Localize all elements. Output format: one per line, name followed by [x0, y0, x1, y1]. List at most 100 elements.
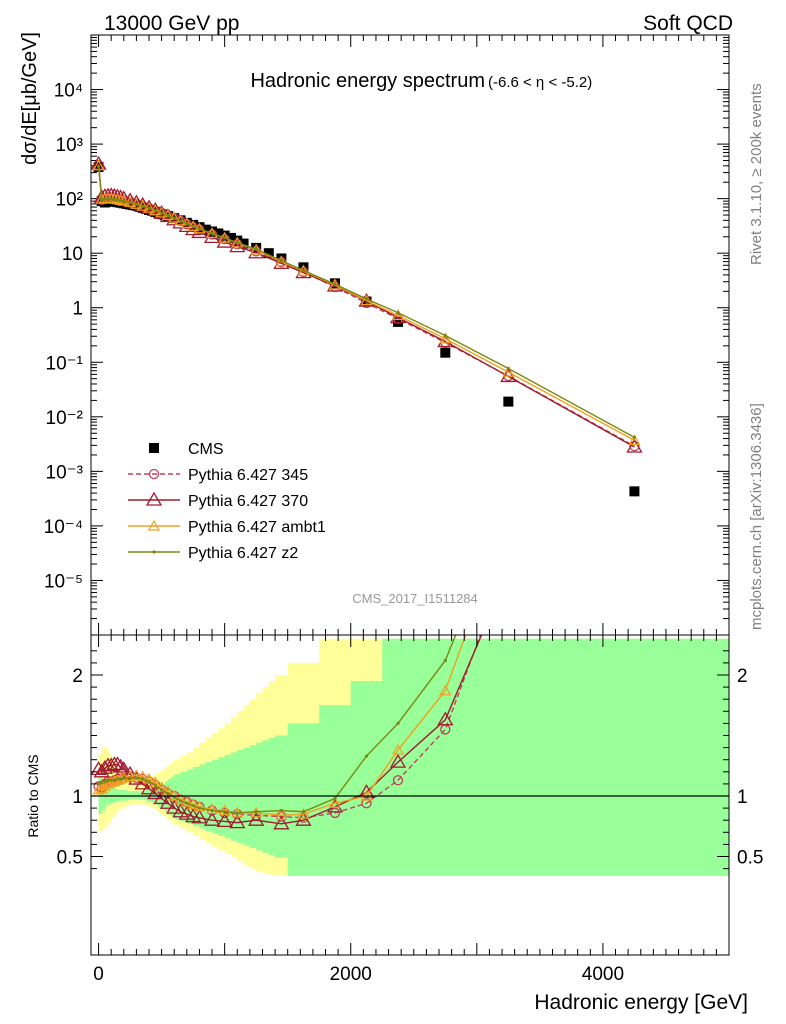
uncertainty-band-inner	[199, 764, 207, 829]
main-y-ticks: 10⁻⁵ 10⁻⁴ 10⁻³ 10⁻² 10⁻¹ 1 10 10² 10³ 10⁴	[44, 35, 730, 636]
ratio-point	[166, 799, 183, 814]
cms-point	[238, 238, 249, 249]
uncertainty-band-inner	[539, 638, 730, 876]
legend: CMS Pythia 6.427 345 Pythia 6.427 370 Pythi…	[128, 441, 326, 562]
cms-point	[393, 316, 404, 327]
uncertainty-band-inner	[218, 757, 226, 836]
series-point	[128, 200, 132, 205]
x-tick-label: 4000	[582, 964, 624, 985]
series-point	[197, 227, 202, 231]
ratio-point	[273, 815, 290, 830]
ratio-point	[210, 808, 214, 813]
ratio-point	[364, 754, 369, 758]
ratio-point	[206, 803, 219, 814]
ratio-point	[153, 783, 157, 787]
ratio-point	[109, 756, 126, 771]
ratio-point	[166, 791, 170, 796]
y-tick-label-right: 2	[737, 666, 748, 687]
series-point	[250, 243, 263, 255]
ratio-point	[361, 798, 372, 809]
uncertainty-band-inner	[476, 638, 541, 876]
series-point	[506, 366, 510, 371]
ratio-point	[115, 761, 132, 776]
series-point	[172, 216, 176, 220]
ratio-point	[96, 782, 101, 786]
legend-item-pythia-6-427-370: Pythia 6.427 370	[128, 491, 308, 510]
legend-label: Pythia 6.427 345	[188, 467, 308, 484]
ratio-point	[147, 785, 164, 800]
ratio-point	[223, 810, 227, 814]
series-point	[628, 434, 641, 445]
ratio-point	[112, 778, 116, 782]
series-point	[112, 197, 116, 201]
ratio-point	[218, 804, 231, 816]
uncertainty-band-inner	[350, 681, 383, 876]
cms-point	[276, 253, 287, 264]
chart-title: Hadronic energy spectrum	[250, 70, 485, 92]
ratio-point	[301, 810, 306, 814]
legend-label: Pythia 6.427 370	[188, 493, 308, 510]
series-point	[100, 198, 104, 202]
uncertainty-band-inner	[117, 789, 122, 801]
ratio-point	[140, 780, 158, 795]
series-point	[439, 332, 452, 344]
uncertainty-band-inner	[111, 787, 115, 804]
series-point	[297, 264, 310, 276]
ratio-point	[507, 504, 510, 507]
uncertainty-band-inner	[413, 638, 478, 876]
ratio-point	[392, 775, 404, 786]
y-tick-label: 10	[62, 244, 83, 265]
series-point	[109, 197, 113, 201]
uncertainty-band-inner	[136, 791, 141, 800]
ratio-point	[98, 780, 111, 791]
ratio-point	[147, 779, 151, 784]
ratio-point	[279, 808, 283, 813]
ratio-point	[232, 809, 243, 820]
series-point	[216, 233, 233, 248]
analysis-label: CMS_2017_I1511284	[352, 591, 478, 606]
series-point	[210, 231, 214, 236]
eta-range-label: (-6.6 < η < -5.2)	[488, 74, 592, 91]
series-point	[235, 240, 239, 245]
ratio-frame	[90, 634, 730, 956]
ratio-point	[503, 513, 513, 522]
ratio-point	[92, 783, 105, 795]
uncertainty-band-inner	[108, 786, 112, 805]
ratio-point	[297, 807, 310, 819]
ratio-series-pythia-6-427-z2	[96, 504, 510, 815]
uncertainty-band-inner	[275, 735, 289, 858]
series-point	[626, 438, 643, 453]
uncertainty-band-inner	[123, 789, 128, 801]
ratio-point	[109, 778, 113, 782]
legend-item-pythia-6-427-345: Pythia 6.427 345	[128, 467, 308, 484]
series-point	[159, 208, 177, 223]
ratio-series-pythia-6-427-370	[91, 635, 483, 830]
series-point	[166, 213, 170, 218]
ratio-point	[389, 753, 407, 768]
y-tick-label-right: 1	[737, 787, 748, 808]
ratio-point	[216, 813, 233, 828]
ratio-y-label: Ratio to CMS	[25, 754, 41, 837]
series-point	[279, 259, 283, 263]
uncertainty-band-inner	[243, 747, 251, 846]
series-point	[203, 229, 221, 244]
ratio-point	[185, 801, 189, 805]
y-tick-label: 10⁴	[54, 81, 83, 102]
ratio-panel: 0 2000 4000 0.5 0.5 1 1 2 2 Ratio to CMS Hadroni…	[25, 504, 763, 1014]
ratio-point	[328, 797, 341, 808]
cms-point	[200, 224, 211, 235]
ratio-point	[197, 806, 202, 810]
uncertainty-band-inner	[152, 787, 156, 804]
uncertainty-band-inner	[130, 791, 134, 800]
uncertainty-band-inner	[133, 791, 137, 800]
legend-item-cms: CMS	[149, 441, 224, 458]
uncertainty-band-inner	[164, 781, 169, 812]
uncertainty-band-inner	[161, 783, 166, 810]
uncertainty-band-inner	[212, 759, 219, 834]
series-cms	[93, 162, 640, 497]
ratio-bands	[98, 638, 730, 876]
ratio-point	[443, 658, 447, 663]
uncertainty-band-inner	[237, 750, 245, 844]
ratio-point	[106, 778, 110, 782]
ratio-point	[119, 777, 123, 781]
